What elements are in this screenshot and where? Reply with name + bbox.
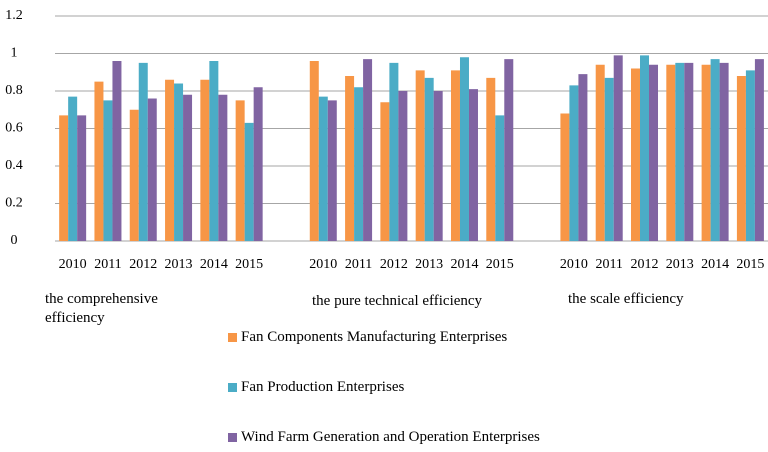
bar [613, 55, 623, 241]
bar [318, 96, 328, 241]
bar [560, 113, 570, 241]
bar [736, 76, 746, 241]
bar [327, 100, 337, 241]
bar [415, 70, 425, 241]
x-tick-label: 2011 [345, 257, 372, 272]
y-tick-label: 0.2 [5, 196, 23, 211]
bar [138, 62, 148, 241]
x-tick-label: 2012 [129, 257, 157, 272]
bar [754, 59, 764, 241]
x-tick-label: 2011 [94, 257, 121, 272]
bar [649, 64, 659, 241]
x-tick-label: 2013 [165, 257, 193, 272]
bar [486, 77, 496, 241]
bar [165, 79, 175, 241]
bar [103, 100, 113, 241]
y-tick-label: 0.6 [5, 121, 23, 136]
bar [389, 62, 399, 241]
x-tick-label: 2014 [701, 257, 729, 272]
bar [424, 77, 434, 241]
group-label: the comprehensive efficiency [45, 291, 158, 326]
bar [710, 59, 720, 241]
x-tick-label: 2012 [380, 257, 408, 272]
x-tick-label: 2010 [560, 257, 588, 272]
bar [684, 62, 694, 241]
bar [433, 91, 443, 241]
bar [235, 100, 245, 241]
legend-label: Fan Components Manufacturing Enterprises [241, 329, 508, 345]
bar [200, 79, 210, 241]
bar [675, 62, 685, 241]
y-tick-label: 0 [11, 233, 18, 248]
legend-item: Fan Production Enterprises [228, 379, 404, 396]
legend-swatch [228, 433, 237, 442]
bar [398, 91, 408, 241]
bar [640, 55, 650, 241]
bar [595, 64, 605, 241]
y-tick-label: 0.8 [5, 83, 23, 98]
bar [147, 98, 157, 241]
bar [68, 96, 78, 241]
x-tick-label: 2011 [595, 257, 622, 272]
bar [701, 64, 711, 241]
x-tick-label: 2010 [309, 257, 337, 272]
bar [244, 122, 254, 241]
bar [569, 85, 579, 241]
legend-label: Fan Production Enterprises [241, 379, 405, 395]
x-tick-label: 2014 [200, 257, 228, 272]
legend-label: Wind Farm Generation and Operation Enter… [241, 429, 540, 445]
bar [129, 109, 139, 241]
bar [495, 115, 505, 241]
bar [450, 70, 460, 241]
bar [468, 89, 478, 241]
x-tick-label: 2015 [486, 257, 514, 272]
bar [345, 76, 355, 241]
bar [578, 74, 588, 241]
bar [631, 68, 641, 241]
bar [666, 64, 676, 241]
legend-item: Fan Components Manufacturing Enterprises [228, 329, 507, 346]
x-tick-label: 2015 [736, 257, 764, 272]
bar [77, 115, 87, 241]
group-label: the pure technical efficiency [312, 293, 483, 309]
bar [94, 81, 104, 241]
x-tick-label: 2013 [666, 257, 694, 272]
x-tick-label: 2012 [631, 257, 659, 272]
bar [112, 61, 122, 241]
y-tick-label: 1.2 [5, 8, 23, 23]
bar [504, 59, 514, 241]
bar [218, 94, 228, 241]
x-tick-label: 2013 [415, 257, 443, 272]
bar [209, 61, 219, 241]
legend-swatch [228, 333, 237, 342]
bar [745, 70, 755, 241]
bar [253, 87, 263, 241]
bar [719, 62, 729, 241]
x-tick-label: 2015 [235, 257, 263, 272]
bar [309, 61, 319, 241]
bar [59, 115, 69, 241]
y-tick-label: 0.4 [5, 158, 23, 173]
bar [363, 59, 373, 241]
x-tick-label: 2014 [450, 257, 478, 272]
bar [604, 77, 614, 241]
bar [183, 94, 193, 241]
y-tick-label: 1 [11, 46, 18, 61]
legend-swatch [228, 383, 237, 392]
legend-item: Wind Farm Generation and Operation Enter… [228, 429, 540, 446]
bar [459, 57, 469, 241]
bar [380, 102, 390, 241]
bar [174, 83, 184, 241]
bar [354, 87, 364, 241]
group-label: the scale efficiency [568, 291, 684, 307]
x-tick-label: 2010 [59, 257, 87, 272]
